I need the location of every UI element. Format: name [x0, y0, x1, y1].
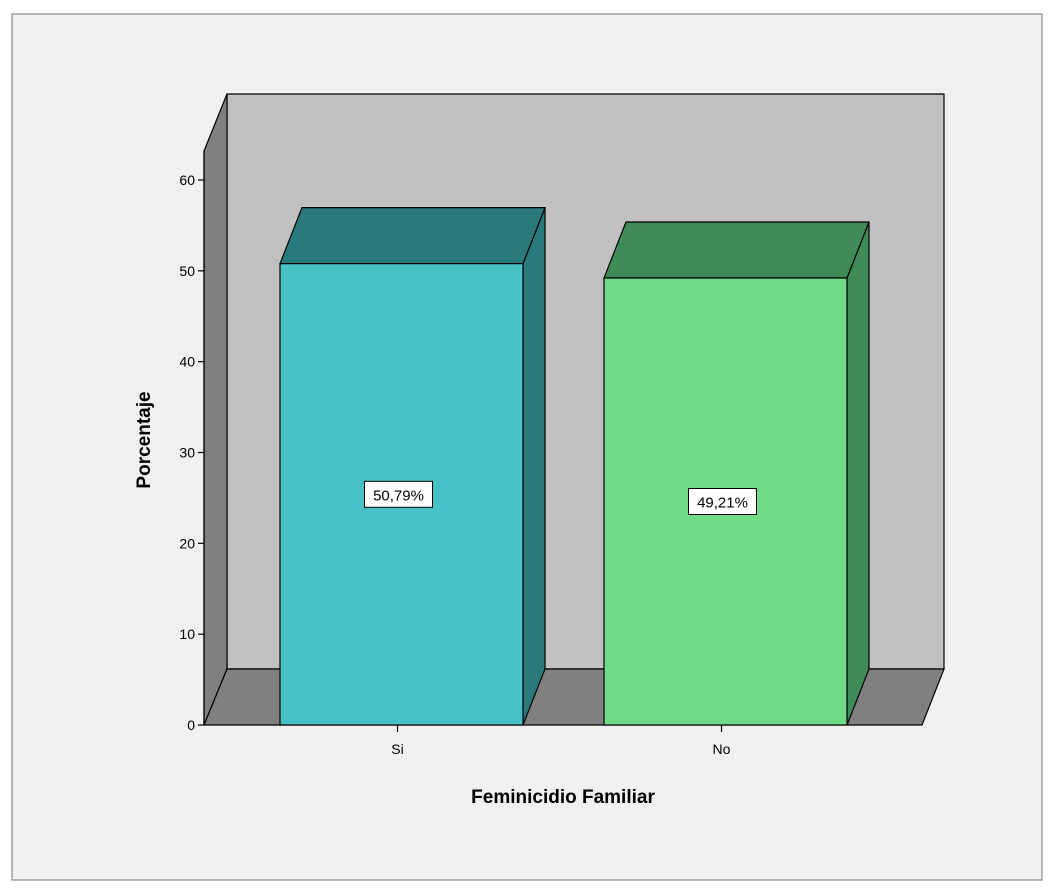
y-axis-title: Porcentaje [134, 391, 155, 488]
bar-top-face [279, 207, 546, 265]
y-tick-label: 60 [179, 172, 195, 188]
y-tick-label: 50 [179, 263, 195, 279]
y-ticks: 0 10 20 30 40 50 60 [179, 172, 204, 733]
data-label: 49,21% [697, 495, 748, 512]
x-tick-label: No [713, 741, 731, 757]
y-tick-label: 10 [179, 626, 195, 642]
x-axis-title: Feminicidio Familiar [471, 787, 655, 808]
bars: 50,79% 49,21% [279, 207, 870, 726]
y-tick-label: 30 [179, 445, 195, 461]
x-tick-label: Si [391, 741, 403, 757]
bar-side-face [846, 221, 870, 726]
data-label-box [688, 488, 757, 516]
bar-si: 50,79% [279, 207, 546, 726]
y-tick-label: 20 [179, 535, 195, 551]
bar-no: 49,21% [603, 221, 870, 726]
y-tick-label: 40 [179, 354, 195, 370]
y-tick-label: 0 [187, 717, 195, 733]
bar-side-face [522, 207, 546, 726]
x-ticks: Si No [391, 725, 731, 757]
bar-top-face [603, 221, 870, 279]
data-label-box [364, 480, 433, 508]
data-label: 50,79% [373, 487, 424, 504]
side-wall [203, 93, 228, 726]
